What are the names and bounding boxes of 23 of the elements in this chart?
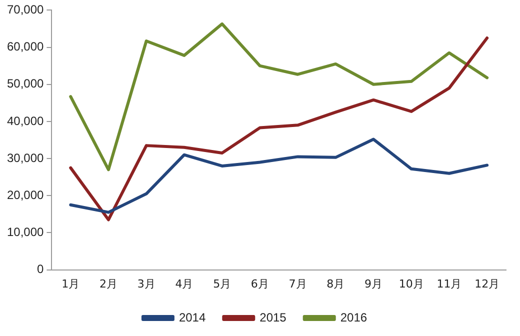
x-tick-label: 2月 bbox=[99, 277, 118, 290]
x-tick-label: 8月 bbox=[326, 277, 345, 290]
legend-label: 2015 bbox=[260, 310, 287, 324]
legend-label: 2016 bbox=[340, 310, 368, 324]
x-tick-label: 5月 bbox=[213, 277, 232, 290]
y-tick-label: 50,000 bbox=[7, 76, 44, 91]
x-tick-label: 4月 bbox=[175, 277, 194, 290]
y-tick-label: 40,000 bbox=[7, 114, 44, 128]
y-tick-label: 70,000 bbox=[7, 2, 44, 17]
legend-label: 2014 bbox=[178, 310, 206, 324]
y-tick-label: 30,000 bbox=[7, 150, 44, 165]
y-tick-label: 10,000 bbox=[7, 225, 44, 240]
x-tick-label: 12月 bbox=[474, 277, 500, 290]
x-tick-label: 11月 bbox=[436, 277, 462, 290]
x-tick-label: 3月 bbox=[137, 277, 156, 290]
x-tick-label: 10月 bbox=[398, 277, 424, 290]
x-tick-label: 1月 bbox=[62, 277, 80, 290]
y-tick-label: 20,000 bbox=[7, 188, 44, 202]
y-tick-label: 60,000 bbox=[7, 40, 44, 54]
x-tick-label: 7月 bbox=[288, 277, 307, 290]
x-tick-label: 9月 bbox=[364, 277, 382, 290]
x-tick-label: 6月 bbox=[250, 277, 269, 290]
y-tick-label: 0 bbox=[37, 262, 44, 276]
